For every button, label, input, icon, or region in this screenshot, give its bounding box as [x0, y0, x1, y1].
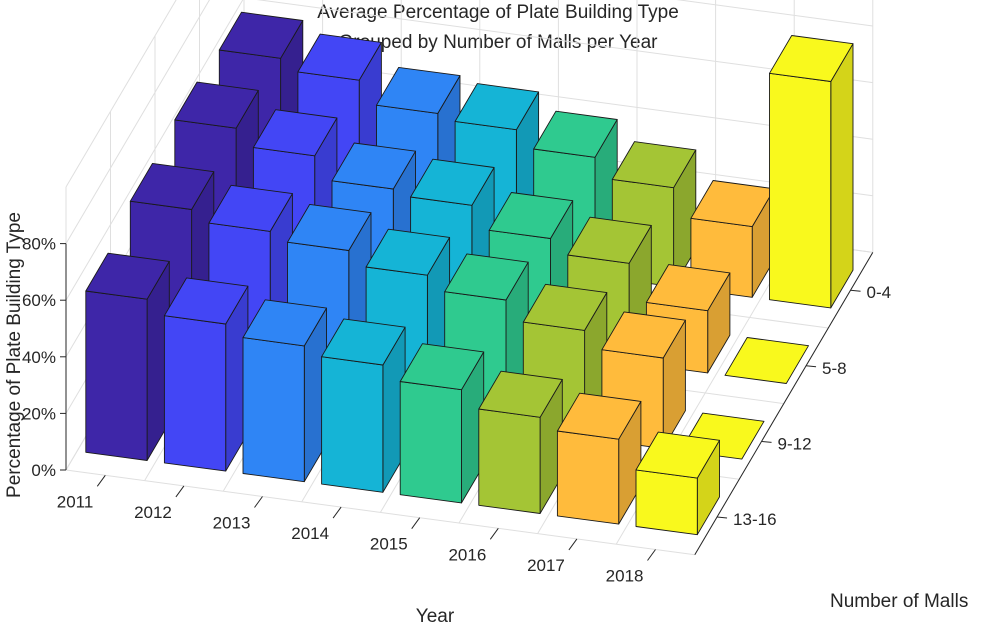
bar-top-face	[365, 228, 451, 276]
bar-2018-13-16	[635, 431, 720, 536]
x-tick	[568, 538, 578, 551]
bar-2018-5-8	[724, 337, 809, 384]
bar-top-face	[208, 184, 293, 232]
bar-front-face	[242, 337, 305, 483]
bar-top-face	[218, 11, 304, 59]
bar-front-face	[769, 72, 832, 309]
bar-2018-0-4	[769, 35, 854, 309]
z-tick-label: 60%	[22, 291, 56, 310]
x-tick	[647, 549, 656, 561]
bar-top-face	[399, 343, 485, 391]
chart-title-line-2: Grouped by Number of Malls per Year	[338, 32, 658, 53]
bar-top-face	[376, 66, 461, 114]
bar-top-face	[252, 109, 338, 157]
bar-top-face	[174, 81, 259, 129]
x-tick-label: 2016	[448, 545, 486, 564]
x-tick-label: 2017	[527, 556, 565, 575]
bar-2012-13-16	[163, 277, 249, 472]
x-tick-label: 2012	[134, 503, 172, 522]
z-axis-label: Percentage of Plate Building Type	[4, 212, 25, 498]
bar-top-face	[724, 337, 809, 384]
bar-top-face	[488, 192, 574, 239]
y-axis-line	[694, 252, 874, 556]
bar-top-face	[635, 431, 720, 479]
y-tick	[806, 365, 817, 368]
bar-2016-13-16	[478, 370, 563, 514]
bar-top-face	[769, 35, 854, 82]
x-axis-label: Year	[416, 606, 455, 626]
z-tick-label: 0%	[31, 461, 56, 480]
x-tick	[254, 496, 263, 508]
bar-top-face	[478, 370, 563, 418]
bar-top-face	[567, 216, 652, 264]
bar-top-face	[556, 392, 642, 440]
bar-top-face	[163, 277, 249, 325]
axis-lines	[60, 243, 874, 561]
bar-front-face	[399, 381, 462, 504]
bar-2013-13-16	[242, 299, 327, 483]
bar-top-face	[85, 252, 170, 300]
bar-front-face	[635, 469, 698, 536]
tick-labels: 0% 20% 40% 60% 80% 2011 2012 2013 2014 2015 2016 20…	[22, 235, 891, 586]
y-tick-label: 0-4	[867, 283, 892, 302]
y-tick	[761, 440, 772, 443]
bar-top-face	[410, 158, 495, 206]
bar-top-face	[297, 33, 382, 81]
y-tick	[717, 516, 728, 519]
bar-front-face	[478, 408, 541, 514]
gridline-floor	[65, 469, 695, 556]
bar-top-face	[611, 141, 697, 189]
x-tick-label: 2018	[606, 567, 644, 586]
bar-top-face	[601, 311, 686, 359]
bar-front-face	[163, 315, 227, 472]
y-tick	[850, 289, 861, 292]
z-tick-label: 40%	[22, 348, 56, 367]
x-tick	[489, 528, 499, 540]
bar-top-face	[645, 264, 731, 312]
x-tick	[332, 506, 342, 519]
bar-2014-13-16	[321, 318, 406, 493]
gridline-level	[65, 0, 873, 244]
bar-top-face	[533, 110, 618, 158]
bar-side-face	[830, 43, 854, 309]
bars	[85, 11, 854, 536]
y-tick-label: 9-12	[778, 434, 812, 453]
bar-top-face	[287, 203, 372, 251]
x-tick-label: 2011	[57, 492, 94, 511]
bar-front-face	[556, 430, 620, 525]
z-tick-label: 20%	[22, 404, 56, 423]
chart-title-line-1: Average Percentage of Plate Building Typ…	[317, 2, 679, 23]
gridline-level	[65, 0, 177, 188]
bar-top-face	[444, 253, 529, 301]
bar-top-face	[242, 299, 327, 347]
x-tick	[175, 485, 185, 498]
bar-2015-13-16	[399, 343, 485, 504]
bar-front-face	[85, 290, 148, 461]
x-tick	[411, 517, 421, 529]
x-tick-label: 2013	[213, 514, 251, 533]
x-tick	[96, 475, 106, 487]
x-tick-label: 2014	[291, 524, 329, 543]
y-tick-label: 5-8	[822, 359, 847, 378]
bar-2011-13-16	[85, 252, 170, 461]
bar-top-face	[522, 283, 608, 331]
bar-top-face	[321, 318, 406, 366]
x-tick-label: 2015	[370, 535, 408, 554]
z-tick-label: 80%	[22, 235, 56, 254]
y-axis-label: Number of Malls	[830, 591, 968, 612]
bar-top-face	[129, 162, 215, 210]
bar-2017-13-16	[556, 392, 642, 525]
y-tick-label: 13-16	[733, 510, 776, 529]
bar-top-face	[454, 83, 540, 131]
bar-top-face	[331, 142, 416, 190]
bar-front-face	[321, 356, 384, 493]
gridline-level	[65, 0, 873, 301]
